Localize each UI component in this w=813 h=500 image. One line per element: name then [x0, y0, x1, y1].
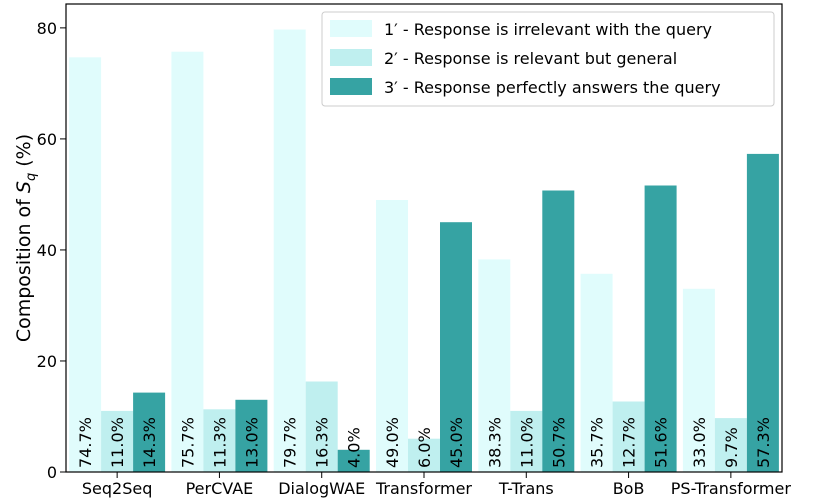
bar-percvae-series-2: [203, 409, 236, 472]
data-label: 11.0%: [108, 417, 127, 468]
bar-bob-series-3: [644, 185, 677, 472]
data-label: 11.3%: [210, 417, 229, 468]
legend-entry-1: 1′ - Response is irrelevant with the que…: [384, 20, 712, 39]
bar-ps-transformer-series-3: [746, 153, 779, 472]
data-labels-layer: 74.7% 11.0% 14.3% 75.7% 11.3% 13.0% 79.7% 16.3%…: [76, 417, 773, 468]
x-tick-label: PS-Transformer: [671, 479, 792, 498]
y-tick-label: 60: [37, 130, 57, 149]
data-label: 14.3%: [140, 417, 159, 468]
data-label: 79.7%: [281, 417, 300, 468]
y-axis-title: Composition of Sq (%): [13, 134, 39, 342]
bar-t-trans-series-3: [542, 190, 575, 472]
bar-bob-series-2: [612, 401, 645, 472]
data-label: 11.0%: [517, 417, 536, 468]
data-label: 49.0%: [383, 417, 402, 468]
data-label: 9.7%: [722, 427, 741, 468]
data-label: 16.3%: [313, 417, 332, 468]
data-label: 33.0%: [690, 417, 709, 468]
bar-seq2seq-series-2: [101, 410, 134, 472]
bar-dialogwae-series-1: [273, 29, 306, 472]
bar-percvae-series-1: [171, 51, 204, 472]
data-label: 57.3%: [754, 417, 773, 468]
data-label: 38.3%: [485, 417, 504, 468]
x-tick-label: Seq2Seq: [82, 479, 153, 498]
legend-swatch-2: [330, 49, 372, 66]
bar-t-trans-series-1: [478, 259, 511, 472]
data-label: 74.7%: [76, 417, 95, 468]
bar-dialogwae-series-3: [337, 449, 370, 472]
y-tick-label: 20: [37, 352, 57, 371]
legend-box: [321, 11, 775, 107]
bars-layer: [69, 29, 779, 473]
bar-transformer-series-1: [376, 200, 408, 472]
bar-dialogwae-series-2: [305, 381, 338, 472]
data-label: 45.0%: [447, 417, 466, 468]
data-label: 12.7%: [620, 417, 639, 468]
bar-bob-series-1: [580, 273, 613, 472]
x-axis: Seq2Seq PerCVAE DialogWAE Transformer T-Tran…: [82, 472, 791, 498]
bar-seq2seq-series-1: [69, 57, 102, 473]
x-tick-label: Transformer: [375, 479, 472, 498]
x-tick-label: DialogWAE: [278, 479, 365, 498]
data-label: 6.0%: [415, 427, 434, 468]
legend-entry-3: 3′ - Response perfectly answers the quer…: [384, 78, 721, 97]
data-label: 75.7%: [178, 417, 197, 468]
data-label: 51.6%: [652, 417, 671, 468]
x-tick-label: T-Trans: [498, 479, 554, 498]
data-label: 4.0%: [345, 427, 364, 468]
y-axis: 0 20 40 60 80: [37, 19, 66, 482]
bar-t-trans-series-2: [510, 410, 543, 472]
legend-entry-2: 2′ - Response is relevant but general: [384, 49, 677, 68]
x-tick-label: PerCVAE: [186, 479, 254, 498]
y-tick-label: 0: [47, 463, 57, 482]
x-tick-label: BoB: [613, 479, 645, 498]
bar-transformer-series-2: [408, 438, 440, 472]
bar-ps-transformer-series-2: [714, 418, 747, 472]
bar-seq2seq-series-3: [133, 392, 166, 472]
y-tick-label: 80: [37, 19, 57, 38]
bar-percvae-series-3: [235, 399, 268, 472]
bar-ps-transformer-series-1: [682, 288, 715, 472]
bar-transformer-series-3: [440, 222, 472, 472]
data-label: 35.7%: [588, 417, 607, 468]
legend-swatch-3: [330, 78, 372, 95]
legend-swatch-1: [330, 20, 372, 37]
data-label: 50.7%: [549, 417, 568, 468]
y-tick-label: 40: [37, 241, 57, 260]
legend: 1′ - Response is irrelevant with the que…: [321, 11, 775, 107]
data-label: 13.0%: [242, 417, 261, 468]
